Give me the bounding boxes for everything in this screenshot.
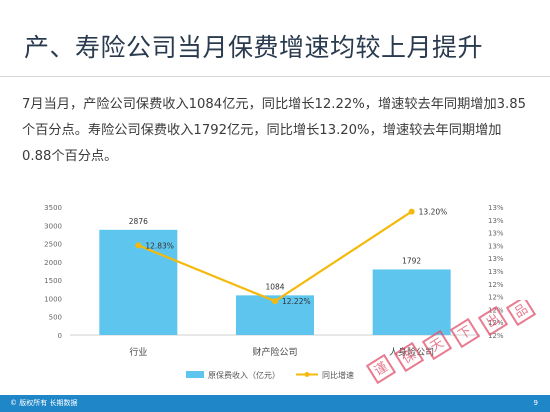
- line-value-label: 12.22%: [282, 297, 311, 306]
- left-axis-tick-label: 0: [58, 332, 62, 340]
- right-axis-tick-label: 13%: [488, 230, 504, 238]
- legend-bar-label: 原保费收入（亿元）: [208, 370, 280, 380]
- title-divider: [0, 76, 550, 77]
- right-axis-tick-label: 12%: [488, 319, 504, 327]
- right-axis-tick-label: 12%: [488, 281, 504, 289]
- line-value-label: 12.83%: [145, 241, 174, 250]
- left-axis-tick-label: 500: [49, 314, 62, 322]
- bar-value-label: 2876: [129, 217, 148, 226]
- right-axis-tick-label: 12%: [488, 294, 504, 302]
- bar-value-labels: 2876 1084 1792: [129, 217, 422, 292]
- left-axis-tick-label: 1500: [44, 277, 62, 285]
- line-point-1: [272, 298, 278, 305]
- right-axis-ticks: 12% 12% 12% 12% 12% 13% 13% 13% 13% 13% 13%: [488, 204, 504, 340]
- right-axis-tick-label: 13%: [488, 268, 504, 276]
- bar-value-label: 1084: [265, 282, 284, 291]
- page-number: 9: [533, 399, 538, 407]
- left-axis-tick-label: 1000: [44, 295, 62, 303]
- left-axis-tick-label: 2000: [44, 259, 62, 267]
- x-category-label: 人身险公司: [389, 346, 434, 358]
- left-axis-tick-label: 2500: [44, 241, 62, 249]
- growth-line-markers: [135, 208, 415, 305]
- right-axis-tick-label: 13%: [488, 217, 504, 225]
- right-axis-tick-label: 12%: [488, 306, 504, 314]
- footer-bar: © 版权所有 长期数据 9: [0, 395, 550, 412]
- page-title: 产、寿险公司当月保费增速均较上月提升: [24, 33, 484, 62]
- footer-copyright: © 版权所有 长期数据: [10, 399, 78, 407]
- right-axis-tick-label: 13%: [488, 204, 504, 212]
- left-axis-ticks: 0 500 1000 1500 2000 2500 3000 3500: [44, 204, 62, 340]
- x-category-labels: 行业 财产险公司 人身险公司: [129, 346, 434, 358]
- left-axis-tick-label: 3500: [44, 204, 62, 212]
- line-point-2: [408, 208, 415, 215]
- right-axis-tick-label: 12%: [488, 332, 504, 340]
- bar-value-label: 1792: [402, 256, 421, 265]
- legend-line-label: 同比增速: [322, 370, 354, 380]
- right-axis-tick-label: 13%: [488, 255, 504, 263]
- line-value-label: 13.20%: [419, 208, 448, 217]
- growth-value-labels: 12.83% 12.22% 13.20%: [145, 208, 447, 307]
- summary-paragraph: 7月当月，产险公司保费收入1084亿元，同比增长12.22%，增速较去年同期增加…: [22, 97, 527, 164]
- legend-bar-swatch: [186, 371, 204, 378]
- chart-legend: 原保费收入（亿元） 同比增速: [186, 370, 354, 380]
- bar-2: [372, 269, 451, 335]
- line-point-0: [135, 242, 142, 249]
- right-axis-tick-label: 13%: [488, 242, 504, 250]
- x-category-label: 行业: [129, 346, 147, 358]
- x-category-label: 财产险公司: [252, 346, 297, 358]
- legend-line-marker: [304, 372, 310, 377]
- left-axis-tick-label: 3000: [44, 222, 62, 230]
